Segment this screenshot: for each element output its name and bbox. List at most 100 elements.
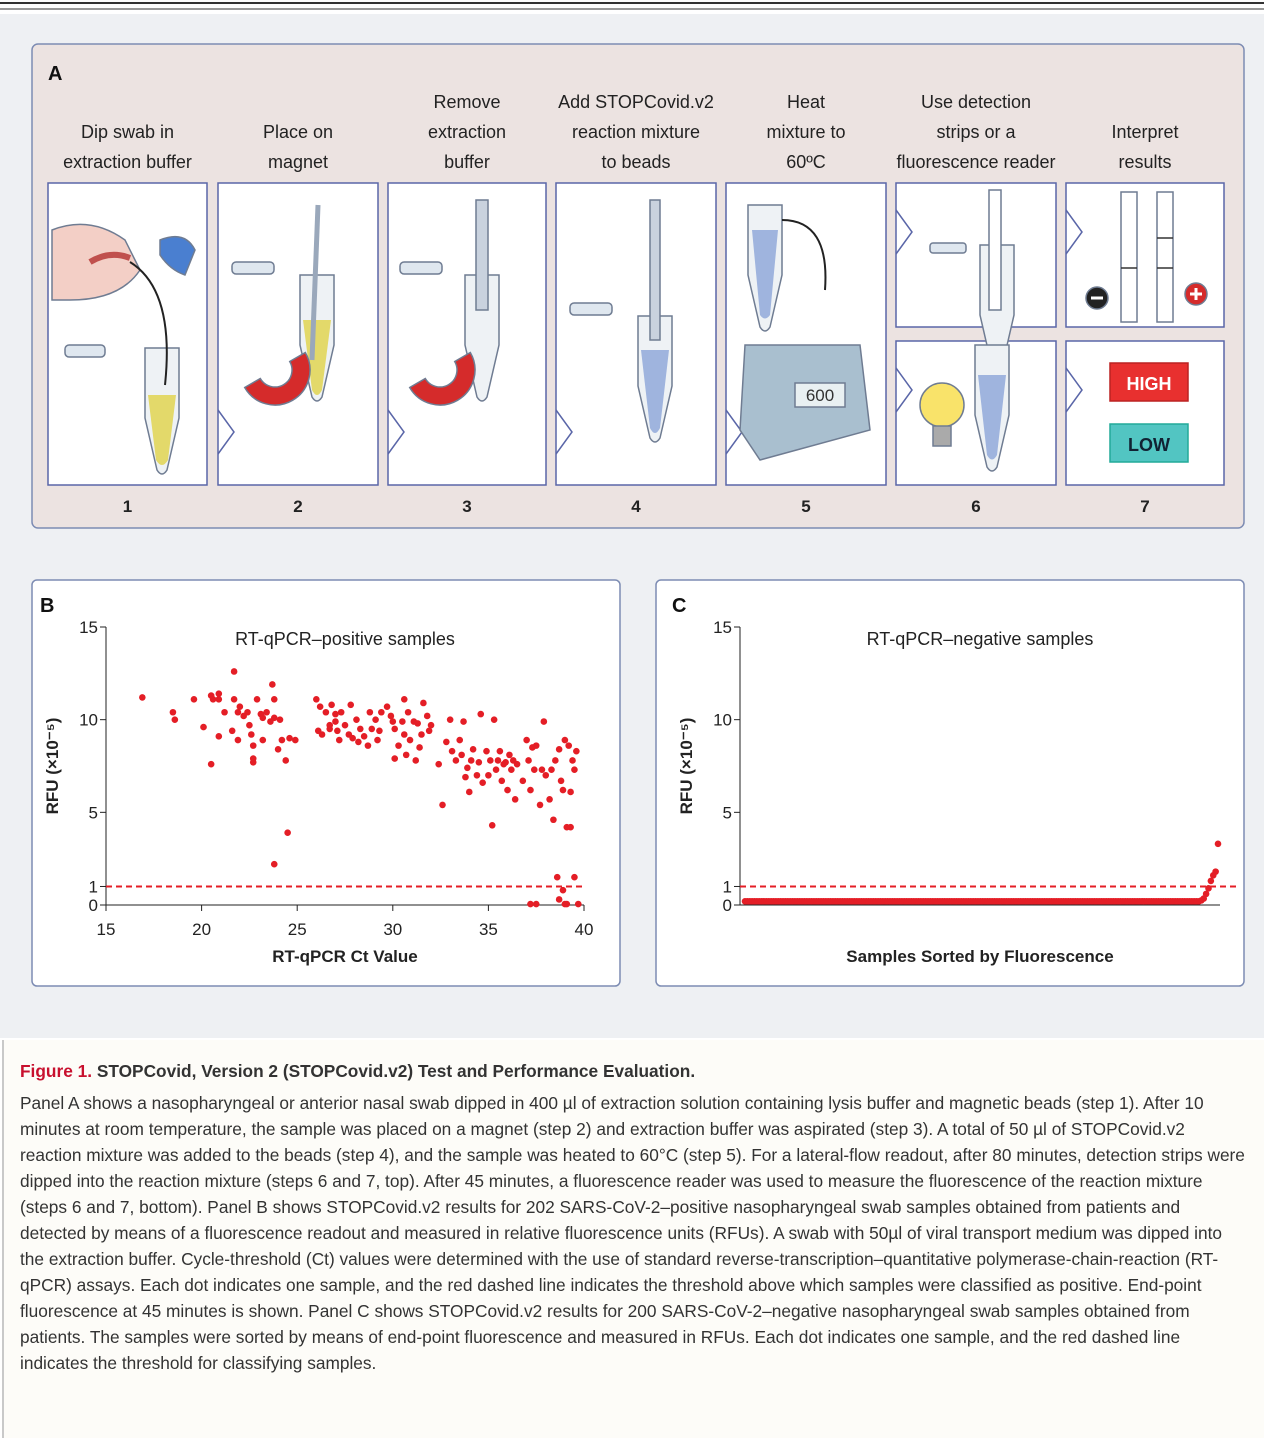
point xyxy=(414,720,421,727)
cap xyxy=(65,345,105,357)
point xyxy=(560,887,567,894)
y-axis-label: RFU (×10⁻⁵) xyxy=(677,718,696,815)
step-box xyxy=(896,183,1056,327)
point xyxy=(235,737,242,744)
point xyxy=(323,709,330,716)
point xyxy=(565,742,572,749)
point xyxy=(539,766,546,773)
step-label: mixture to xyxy=(766,122,845,142)
point xyxy=(474,772,481,779)
point xyxy=(365,742,372,749)
point xyxy=(571,874,578,881)
point xyxy=(277,716,284,723)
chart-title: RT-qPCR–negative samples xyxy=(867,629,1094,649)
point xyxy=(275,746,282,753)
point xyxy=(221,709,228,716)
pipette xyxy=(476,200,488,310)
step-number: 4 xyxy=(631,497,641,516)
point xyxy=(552,757,559,764)
point xyxy=(548,766,555,773)
point xyxy=(556,746,563,753)
point xyxy=(477,711,484,718)
caption-body: Panel A shows a nasopharyngeal or anteri… xyxy=(20,1090,1248,1376)
point xyxy=(271,696,278,703)
y-tick-label: 1 xyxy=(89,877,98,896)
point xyxy=(282,757,289,764)
point xyxy=(464,765,471,772)
x-tick-label: 20 xyxy=(192,920,211,939)
point xyxy=(504,787,511,794)
point xyxy=(575,901,582,908)
pipette xyxy=(650,200,660,340)
step-label: extraction xyxy=(428,122,506,142)
x-tick-label: 30 xyxy=(383,920,402,939)
point xyxy=(479,779,486,786)
step-label: Remove xyxy=(433,92,500,112)
x-tick-label: 15 xyxy=(97,920,116,939)
point xyxy=(210,696,217,703)
step-number: 1 xyxy=(123,497,132,516)
strip xyxy=(1157,192,1173,322)
point xyxy=(317,703,324,710)
point xyxy=(250,742,257,749)
panel-letter: C xyxy=(672,595,686,617)
step-label: fluorescence reader xyxy=(896,152,1055,172)
cap xyxy=(400,262,442,274)
point xyxy=(424,713,431,720)
step-number: 3 xyxy=(462,497,471,516)
point xyxy=(418,731,425,738)
point xyxy=(326,722,333,729)
x-axis-label: Samples Sorted by Fluorescence xyxy=(846,947,1113,966)
point xyxy=(286,735,293,742)
point xyxy=(416,744,423,751)
point xyxy=(231,668,238,675)
point xyxy=(372,716,379,723)
point xyxy=(279,737,286,744)
point xyxy=(449,748,456,755)
x-axis-label: RT-qPCR Ct Value xyxy=(272,947,417,966)
point xyxy=(560,787,567,794)
step-label: to beads xyxy=(601,152,670,172)
step-number: 2 xyxy=(293,497,302,516)
point xyxy=(338,709,345,716)
point xyxy=(401,731,408,738)
strip xyxy=(1121,192,1137,322)
y-tick-label: 5 xyxy=(89,803,98,822)
point xyxy=(554,874,561,881)
bulb xyxy=(920,383,964,427)
point xyxy=(489,822,496,829)
bulb-base xyxy=(933,426,951,446)
point xyxy=(391,726,398,733)
y-tick-label: 10 xyxy=(713,711,732,730)
point xyxy=(342,722,349,729)
point xyxy=(420,700,427,707)
point xyxy=(456,737,463,744)
step-label: Dip swab in xyxy=(81,122,174,142)
point xyxy=(567,824,574,831)
step-box xyxy=(218,183,378,485)
step-label: reaction mixture xyxy=(572,122,700,142)
point xyxy=(248,731,255,738)
point xyxy=(412,757,419,764)
point xyxy=(506,752,513,759)
y-tick-label: 0 xyxy=(89,896,98,915)
point xyxy=(476,759,483,766)
step-number: 7 xyxy=(1140,497,1149,516)
point xyxy=(401,696,408,703)
step-label: Place on xyxy=(263,122,333,142)
caption-label: Figure 1. xyxy=(20,1061,92,1081)
point xyxy=(523,737,530,744)
point xyxy=(328,702,335,709)
point xyxy=(527,787,534,794)
point xyxy=(533,901,540,908)
y-tick-label: 10 xyxy=(79,711,98,730)
point xyxy=(200,724,207,731)
point xyxy=(259,737,266,744)
point xyxy=(250,759,257,766)
point xyxy=(558,778,565,785)
point xyxy=(284,829,291,836)
point xyxy=(541,718,548,725)
point xyxy=(139,694,146,701)
point xyxy=(254,696,261,703)
point xyxy=(263,709,270,716)
